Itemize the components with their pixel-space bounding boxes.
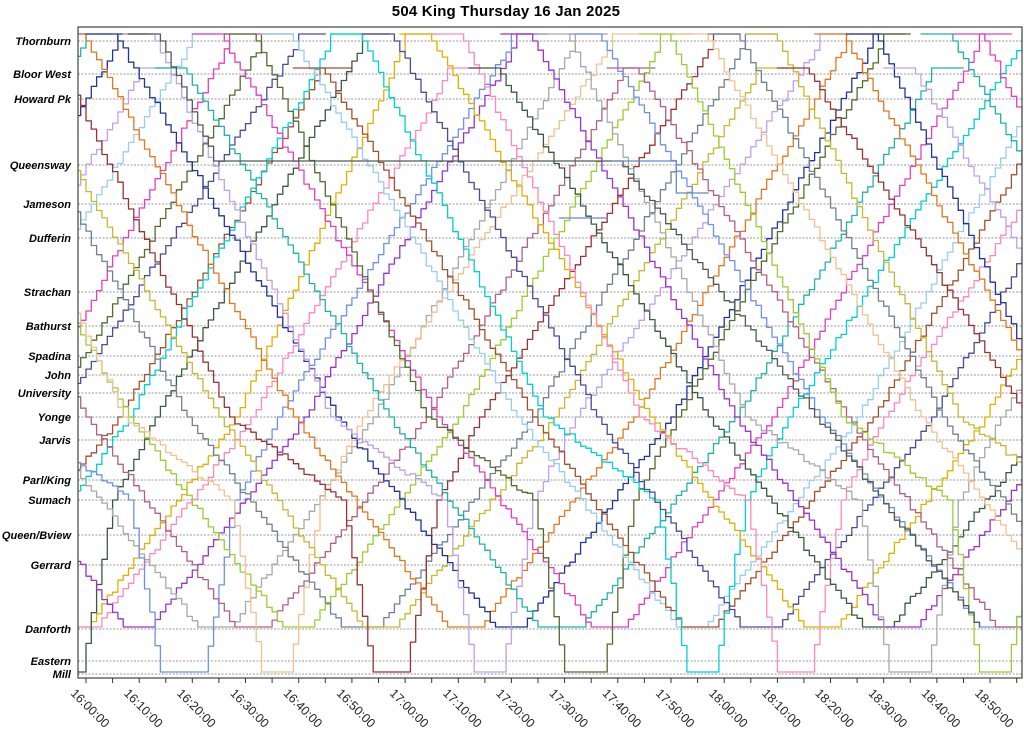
x-axis-label: 16:50:00 [334, 686, 378, 730]
y-axis-label: Queen/Bview [2, 530, 73, 542]
vehicle-trace [78, 67, 789, 628]
vehicle-trace [638, 33, 1022, 673]
vehicle-trace [707, 33, 1022, 528]
vehicle-trace [399, 33, 1022, 628]
vehicle-trace [78, 33, 438, 628]
x-axis-label: 16:40:00 [281, 686, 325, 730]
y-axis-label: Bloor West [13, 69, 72, 81]
vehicle-trace [920, 33, 1022, 162]
vehicle-trace [776, 67, 1022, 409]
vehicle-trace [813, 33, 1022, 360]
vehicle-trace [569, 33, 1022, 628]
vehicle-trace [191, 33, 1013, 628]
vehicle-trace [78, 33, 880, 628]
y-axis-label: Jarvis [39, 435, 71, 447]
vehicle-trace [78, 33, 364, 492]
vehicle-trace [611, 160, 709, 194]
vehicle-trace [883, 67, 1022, 256]
vehicle-trace [78, 67, 353, 472]
y-axis-label: Danforth [25, 624, 71, 636]
vehicle-trace [78, 33, 608, 628]
y-axis-label: Yonge [38, 412, 71, 424]
y-axis-label: Bathurst [26, 321, 73, 333]
vehicle-trace [468, 67, 1022, 628]
y-axis-label: John [45, 370, 72, 382]
y-axis-label: Sumach [28, 495, 71, 507]
vehicle-trace [127, 33, 981, 628]
vehicle-trace [223, 33, 911, 673]
vehicle-trace [845, 33, 1022, 350]
vehicle-trace [500, 33, 1022, 628]
y-axis-label: Spadina [28, 351, 71, 363]
y-axis-label: Howard Pk [14, 94, 72, 106]
y-axis-label: Dufferin [29, 233, 71, 245]
x-axis-label: 17:20:00 [493, 686, 537, 730]
plot-border [77, 26, 1023, 679]
y-axis-label: Parl/King [23, 475, 72, 487]
y-axis-label: Jameson [23, 199, 71, 211]
x-axis-label: 18:20:00 [812, 686, 856, 730]
vehicle-trace [78, 33, 390, 673]
vehicle-trace [78, 33, 295, 368]
vehicle-trace [78, 33, 326, 385]
y-axis-label: Gerrard [31, 560, 72, 572]
chart-title: 504 King Thursday 16 Jan 2025 [391, 3, 621, 20]
vehicle-trace [329, 33, 1022, 673]
vehicle-trace [78, 33, 741, 673]
vehicle-trace [361, 33, 1022, 628]
vehicle-trace [606, 67, 1022, 628]
vehicle-trace [537, 33, 1022, 673]
vehicle-trace [78, 33, 693, 628]
x-axis-label: 17:00:00 [387, 686, 431, 730]
vehicle-trace [431, 33, 1022, 673]
y-axis-label: University [18, 388, 72, 400]
x-axis-label: 18:00:00 [706, 686, 750, 730]
vehicle-trace [78, 33, 539, 673]
x-axis-label: 16:20:00 [174, 686, 218, 730]
vehicle-trace [78, 33, 640, 673]
vehicle-trace [675, 33, 1022, 554]
x-axis-label: 17:10:00 [440, 686, 484, 730]
x-axis-label: 16:30:00 [227, 686, 271, 730]
vehicle-trace [78, 67, 656, 628]
y-axis-label: Mill [53, 669, 72, 681]
vehicle-trace [78, 33, 263, 328]
vehicle-trace [292, 67, 1022, 628]
x-axis-label: 16:10:00 [121, 686, 165, 730]
x-axis-label: 18:30:00 [866, 686, 910, 730]
y-axis-label: Strachan [24, 287, 71, 299]
x-axis-label: 17:40:00 [600, 686, 644, 730]
x-axis-label: 16:00:00 [68, 686, 112, 730]
y-axis-label: Eastern [31, 656, 72, 668]
x-axis-label: 17:50:00 [653, 686, 697, 730]
vehicle-trace [0, 34, 1, 672]
vehicle-trace [744, 33, 1022, 465]
vehicle-trace [78, 67, 481, 628]
vehicle-trace [78, 33, 550, 628]
vehicle-trace [78, 33, 220, 230]
x-axis-label: 17:30:00 [546, 686, 590, 730]
y-axis-label: Queensway [10, 160, 72, 172]
y-axis-label: Thornburn [15, 36, 71, 48]
x-axis-label: 18:10:00 [759, 686, 803, 730]
x-axis-label: 18:40:00 [919, 686, 963, 730]
x-axis-label: 18:50:00 [972, 686, 1016, 730]
